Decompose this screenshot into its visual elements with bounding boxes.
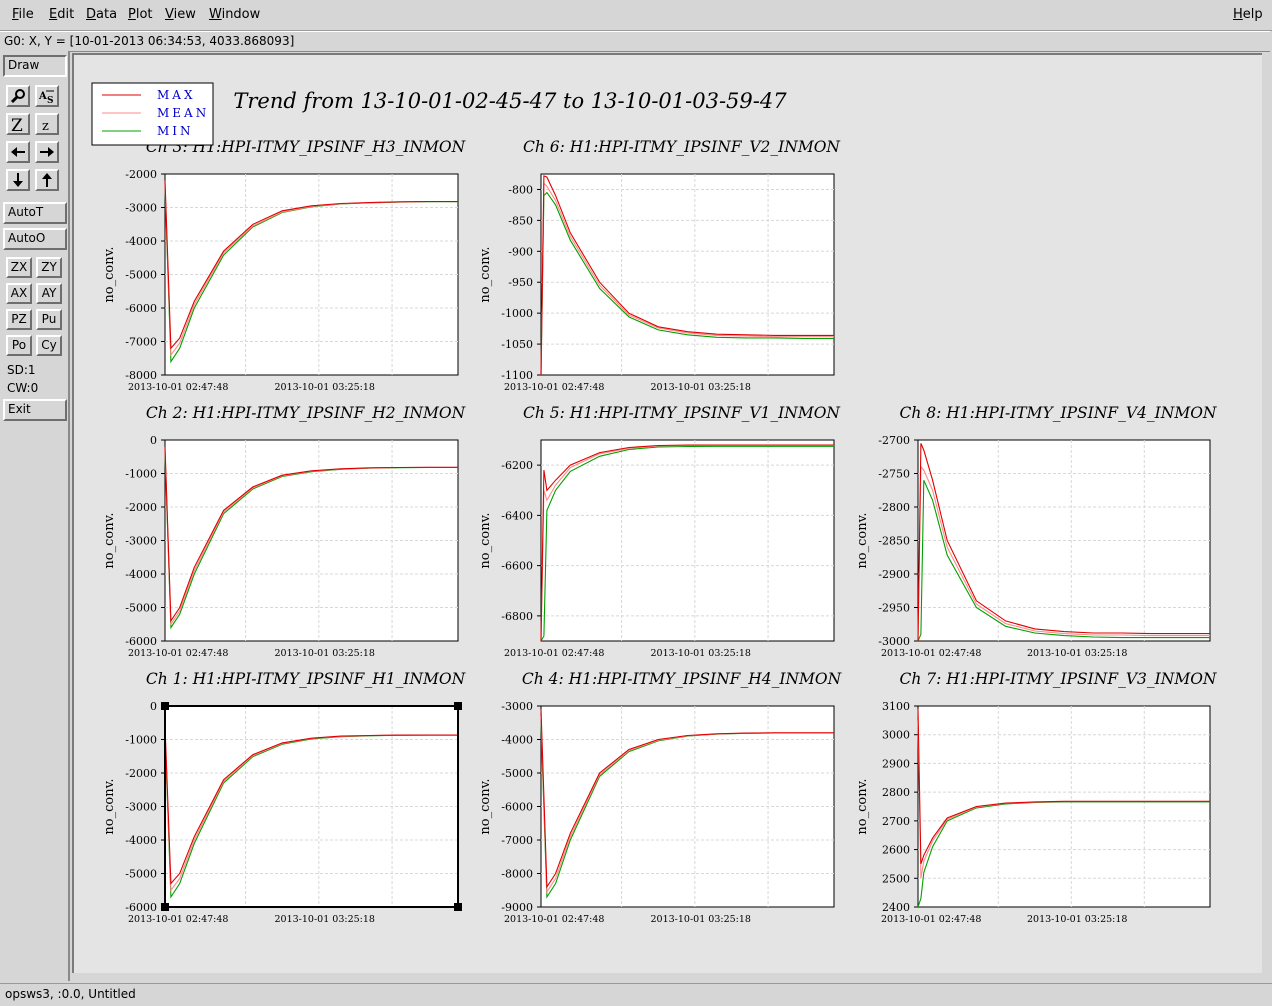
menu-window[interactable]: Window bbox=[209, 7, 261, 22]
menu-edit[interactable]: Edit bbox=[49, 7, 75, 22]
svg-text:z: z bbox=[42, 119, 49, 132]
arrow-down-icon[interactable] bbox=[6, 169, 30, 191]
auto-t-button[interactable]: AutoT bbox=[3, 202, 67, 224]
zy-button[interactable]: ZY bbox=[36, 257, 62, 278]
ay-button[interactable]: AY bbox=[36, 283, 62, 304]
ax-button[interactable]: AX bbox=[6, 283, 32, 304]
svg-text:S: S bbox=[47, 96, 54, 104]
menu-data[interactable]: Data bbox=[86, 7, 118, 22]
svg-text:Z: Z bbox=[11, 116, 23, 132]
po-button[interactable]: Po bbox=[6, 335, 32, 356]
menu-view[interactable]: View bbox=[165, 7, 196, 22]
arrow-right-icon[interactable] bbox=[35, 141, 59, 163]
coordinate-readout-bar: G0: X, Y = [10-01-2013 06:34:53, 4033.86… bbox=[0, 31, 1270, 52]
exit-button[interactable]: Exit bbox=[3, 399, 67, 421]
zx-button[interactable]: ZX bbox=[6, 257, 32, 278]
zoom-in-z-icon[interactable]: Z bbox=[6, 113, 30, 135]
status-text: opsws3, :0.0, Untitled bbox=[5, 987, 136, 1001]
statusbar: opsws3, :0.0, Untitled bbox=[0, 983, 1272, 1006]
auto-o-button[interactable]: AutoO bbox=[3, 228, 67, 250]
sd-label: SD:1 bbox=[7, 363, 36, 377]
coordinate-readout: G0: X, Y = [10-01-2013 06:34:53, 4033.86… bbox=[4, 34, 295, 48]
zoom-out-z-icon[interactable]: z bbox=[35, 113, 59, 135]
pu-button[interactable]: Pu bbox=[36, 309, 62, 330]
arrow-left-icon[interactable] bbox=[6, 141, 30, 163]
arrow-up-icon[interactable] bbox=[35, 169, 59, 191]
plot-canvas-frame bbox=[72, 53, 1262, 973]
cy-button[interactable]: Cy bbox=[36, 335, 62, 356]
draw-button[interactable]: Draw bbox=[3, 55, 67, 77]
cw-label: CW:0 bbox=[7, 381, 39, 395]
menubar: File Edit Data Plot View Window Help bbox=[0, 0, 1272, 31]
menu-help[interactable]: Help bbox=[1233, 7, 1263, 22]
menu-file[interactable]: File bbox=[12, 7, 34, 22]
menu-plot[interactable]: Plot bbox=[128, 7, 153, 22]
zoom-icon[interactable] bbox=[6, 85, 30, 107]
svg-text:A: A bbox=[38, 91, 47, 102]
pz-button[interactable]: PZ bbox=[6, 309, 32, 330]
